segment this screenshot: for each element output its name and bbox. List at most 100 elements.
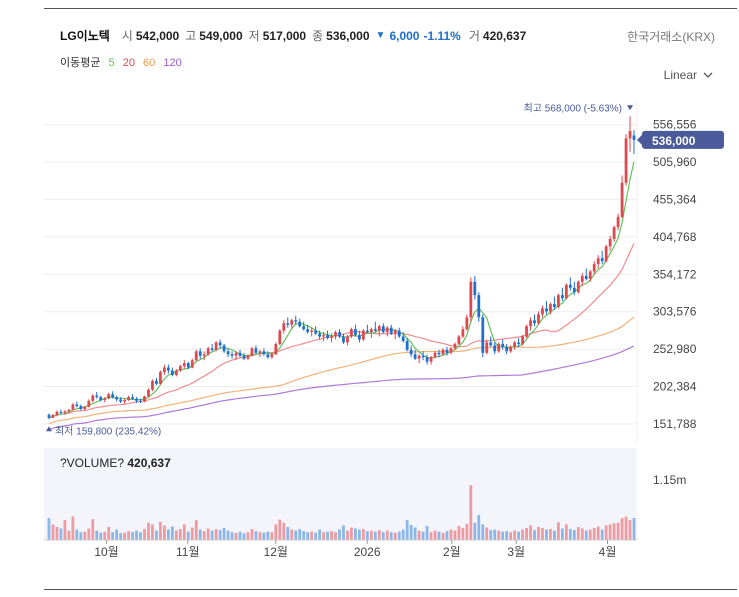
candlestick bbox=[135, 397, 138, 404]
volume-bar bbox=[381, 532, 385, 540]
volume-bar bbox=[612, 523, 616, 540]
candle-body bbox=[417, 355, 421, 359]
volume-bar bbox=[306, 532, 310, 540]
candlestick bbox=[270, 352, 274, 359]
volume-bar bbox=[143, 529, 146, 540]
candlestick bbox=[485, 339, 489, 355]
candle-body bbox=[326, 335, 329, 338]
candlestick bbox=[369, 327, 373, 338]
candlestick bbox=[545, 301, 548, 315]
volume-bar bbox=[576, 526, 580, 540]
volume-bar bbox=[127, 531, 130, 540]
volume-bar bbox=[513, 530, 517, 540]
volume-bar bbox=[580, 528, 584, 540]
volume-bar bbox=[230, 532, 234, 540]
volume-bar bbox=[600, 529, 604, 540]
candlestick bbox=[91, 394, 95, 403]
candlestick bbox=[298, 318, 302, 328]
candle-body bbox=[186, 363, 190, 368]
volume-bar bbox=[624, 516, 628, 540]
price-change: 6,000 bbox=[389, 28, 420, 43]
candle-body bbox=[182, 363, 186, 367]
volume-bar bbox=[210, 530, 214, 540]
candle-body bbox=[425, 357, 429, 362]
candle-body bbox=[270, 354, 274, 358]
candlestick bbox=[139, 398, 142, 404]
volume-bar bbox=[588, 529, 592, 540]
candlestick bbox=[242, 352, 246, 361]
candle-body bbox=[628, 131, 632, 139]
candle-body bbox=[91, 395, 95, 401]
candlestick bbox=[274, 342, 278, 355]
volume-bar bbox=[111, 532, 115, 540]
candle-body bbox=[560, 295, 564, 299]
candle-body bbox=[143, 396, 146, 402]
volume-bar bbox=[469, 485, 473, 540]
volume-bar bbox=[521, 529, 524, 540]
ma-legend-60[interactable]: 60 bbox=[143, 57, 156, 69]
volume-bar bbox=[51, 524, 55, 540]
candlestick bbox=[63, 410, 67, 415]
ma-legend-5[interactable]: 5 bbox=[108, 57, 115, 69]
volume-bar bbox=[529, 525, 532, 540]
candlestick bbox=[632, 130, 636, 154]
candlestick bbox=[278, 329, 282, 346]
candle-body bbox=[286, 323, 290, 325]
volume-bar bbox=[178, 529, 182, 540]
candle-body bbox=[282, 323, 286, 331]
volume-bar bbox=[294, 530, 298, 540]
volume-bar bbox=[497, 530, 501, 540]
candlestick bbox=[115, 395, 119, 402]
candlestick bbox=[529, 317, 532, 331]
volume-bar bbox=[517, 531, 520, 540]
candle-body bbox=[214, 342, 218, 350]
candle-body bbox=[170, 370, 174, 375]
candle-body bbox=[465, 317, 469, 330]
volume-bar bbox=[155, 530, 158, 540]
candlesticks bbox=[47, 116, 636, 420]
moving-average-legend: 이동평균 5 20 60 120 bbox=[60, 54, 187, 70]
candlestick bbox=[131, 394, 134, 401]
candlestick bbox=[350, 327, 353, 338]
candle-body bbox=[429, 357, 433, 362]
volume-bar bbox=[226, 530, 230, 540]
candlestick bbox=[437, 349, 441, 358]
scale-type-dropdown[interactable]: Linear bbox=[664, 68, 713, 82]
candlestick bbox=[596, 255, 600, 269]
candle-body bbox=[369, 329, 373, 333]
volume-bar bbox=[389, 532, 393, 540]
volume-bar bbox=[151, 524, 154, 540]
ma-legend-20[interactable]: 20 bbox=[122, 57, 135, 69]
candle-body bbox=[266, 354, 270, 358]
volume-bar bbox=[286, 526, 290, 540]
volume-bar bbox=[103, 531, 107, 540]
volume-bar bbox=[330, 531, 333, 540]
candlestick bbox=[537, 311, 540, 325]
candlestick bbox=[600, 250, 604, 265]
volume-bar bbox=[75, 529, 79, 540]
candlestick bbox=[604, 244, 608, 263]
volume-bars bbox=[47, 485, 636, 540]
volume-bar bbox=[322, 532, 325, 540]
candle-body bbox=[409, 349, 413, 355]
time-tick-label: 4월 bbox=[599, 545, 617, 559]
candle-body bbox=[63, 411, 67, 413]
candlestick bbox=[338, 329, 341, 338]
candle-body bbox=[421, 355, 425, 358]
candle-body bbox=[222, 345, 226, 352]
candle-body bbox=[202, 354, 206, 356]
candle-body bbox=[346, 336, 349, 343]
volume-bar bbox=[632, 518, 636, 540]
min-price-annotation: 최저 159,800 (235.42%) bbox=[55, 425, 161, 437]
candlestick bbox=[576, 280, 580, 294]
candle-body bbox=[342, 336, 345, 343]
high-label: 고 bbox=[185, 29, 197, 43]
close-price: 536,000 bbox=[326, 28, 370, 43]
candle-body bbox=[254, 348, 258, 353]
ma-legend-120[interactable]: 120 bbox=[163, 57, 182, 69]
candlestick bbox=[389, 324, 393, 336]
volume-bar bbox=[131, 532, 134, 540]
volume-bar bbox=[564, 524, 568, 540]
candle-body bbox=[306, 329, 310, 333]
